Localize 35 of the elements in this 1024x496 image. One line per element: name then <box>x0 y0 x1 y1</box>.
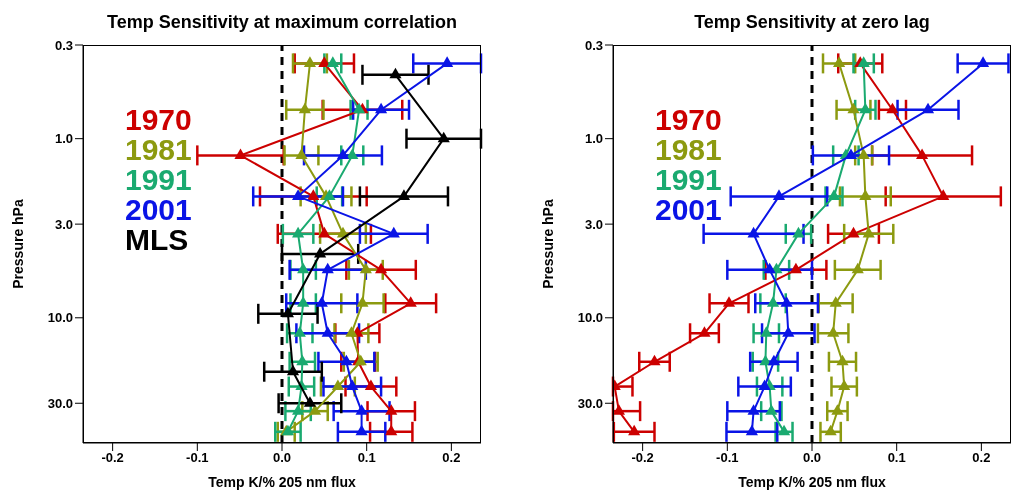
text: 1991 <box>125 163 192 196</box>
y-tick-label: 0.3 <box>584 37 603 53</box>
x-axis-title: Temp K/% 205 nm flux <box>738 474 886 490</box>
y-tick-label: 3.0 <box>54 216 73 232</box>
series-label: 1970 <box>125 103 192 136</box>
chart-title: Temp Sensitivity at maximum correlation <box>106 12 458 33</box>
y-tick-label: 10.0 <box>47 310 73 326</box>
text: 1991 <box>655 163 722 196</box>
x-tick-label: -0.1 <box>716 450 739 466</box>
x-tick-label: 0.2 <box>442 450 461 466</box>
y-tick-label: 1.0 <box>584 131 603 147</box>
x-tick-label: 0.2 <box>972 450 991 466</box>
x-tick-label: 0.1 <box>887 450 906 466</box>
x-tick-label: 0.1 <box>357 450 376 466</box>
y-tick-label: 10.0 <box>577 310 603 326</box>
y-tick-label: 30.0 <box>47 395 73 411</box>
y-tick-label: 0.3 <box>54 37 73 53</box>
x-tick-label: -0.1 <box>186 450 209 466</box>
text: 2001 <box>125 193 192 226</box>
x-axis-title: Temp K/% 205 nm flux <box>208 474 356 490</box>
x-tick-label: 0.0 <box>802 450 822 466</box>
y-tick-label: 1.0 <box>54 131 73 147</box>
y-tick-label: 30.0 <box>577 395 603 411</box>
text: 1981 <box>655 133 722 166</box>
x-tick-label: 0.0 <box>272 450 292 466</box>
y-tick-label: 3.0 <box>584 216 603 232</box>
y-axis-title: Pressure hPa <box>539 199 556 289</box>
series-label: 2001 <box>655 193 722 226</box>
x-tick-label: -0.2 <box>631 450 654 466</box>
text: 1970 <box>655 103 722 136</box>
text: MLS <box>125 223 190 256</box>
chart-title: Temp Sensitivity at zero lag <box>693 12 931 33</box>
text: 1981 <box>125 133 192 166</box>
x-tick-label: -0.2 <box>101 450 124 466</box>
y-axis-title: Pressure hPa <box>9 199 26 289</box>
